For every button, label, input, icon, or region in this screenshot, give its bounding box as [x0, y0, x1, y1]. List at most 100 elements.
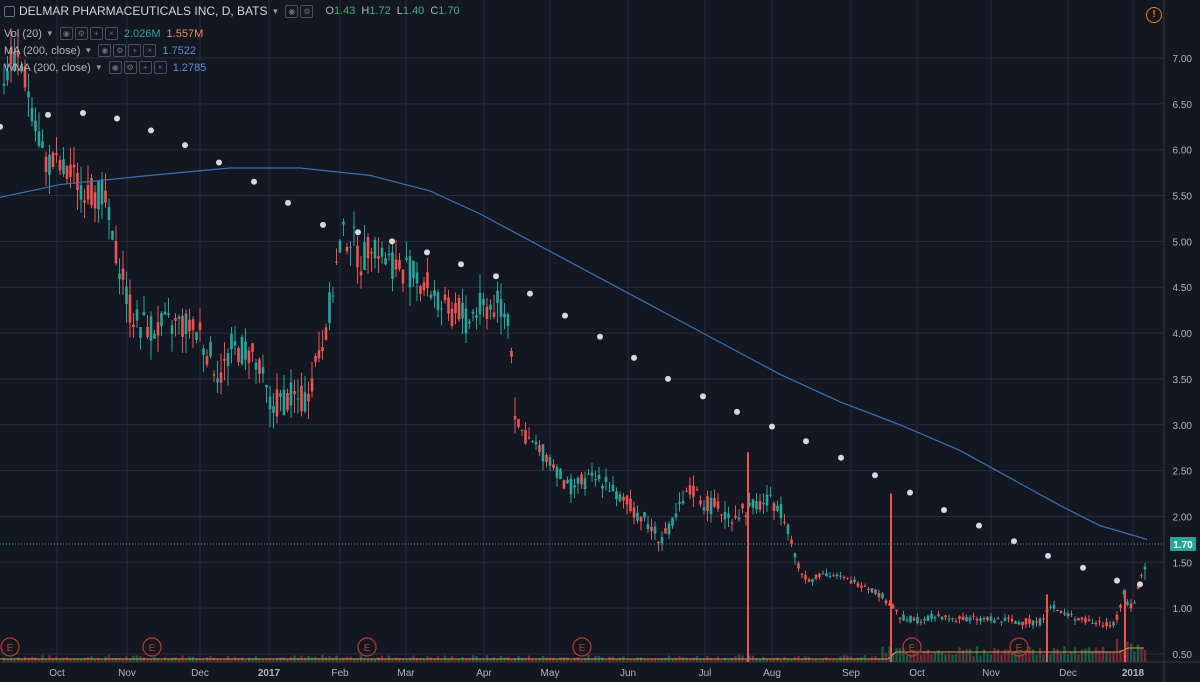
volume-bar	[916, 653, 919, 662]
vol-label[interactable]: Vol (20)	[4, 27, 42, 40]
volume-bar	[1052, 647, 1056, 662]
collapse-icon[interactable]	[4, 5, 15, 17]
candle-body	[657, 541, 660, 543]
volume-bar	[342, 657, 345, 662]
wma-200-point	[320, 221, 326, 228]
volume-bar	[212, 657, 216, 662]
volume-bar	[1070, 652, 1073, 662]
volume-bar	[1059, 653, 1063, 662]
volume-bar	[79, 658, 83, 662]
candle-body	[125, 286, 128, 305]
wma-legend[interactable]: WMA (200, close) ▼ ◉ ⚙ + × 1.2785	[4, 61, 206, 74]
volume-bar	[762, 657, 765, 662]
volume-bar	[930, 654, 933, 662]
eye-icon[interactable]: ◉	[285, 4, 299, 18]
volume-bar	[398, 657, 401, 662]
volume-bar	[982, 649, 986, 662]
volume-bar	[202, 659, 205, 662]
close-icon[interactable]: ×	[104, 27, 118, 40]
candle-body	[888, 603, 891, 606]
volume-bar	[83, 657, 86, 662]
candle-body	[345, 246, 349, 252]
eye-icon[interactable]: ◉	[59, 27, 73, 40]
candle-body	[765, 494, 769, 506]
candle-body	[783, 522, 786, 524]
candle-body	[842, 576, 846, 578]
settings-icon[interactable]: ⚙	[300, 4, 314, 18]
candle-body	[177, 316, 181, 319]
candle-body	[335, 261, 338, 263]
settings-icon[interactable]: ⚙	[74, 27, 88, 40]
plus-icon[interactable]: +	[128, 44, 142, 57]
volume-bar	[121, 658, 125, 662]
plus-icon[interactable]: +	[89, 27, 103, 40]
chevron-down-icon[interactable]: ▼	[84, 46, 93, 55]
price-tick-label: 7.00	[1173, 54, 1193, 65]
candle-body	[398, 260, 401, 269]
candle-body	[506, 314, 510, 326]
price-tick-label: 2.50	[1173, 467, 1193, 478]
candle-body	[48, 154, 51, 175]
chevron-down-icon[interactable]: ▼	[45, 29, 54, 38]
price-axis[interactable]: 7.00 6.50 6.00 5.50 5.00 4.50 4.00 3.50 3.00 2.50…	[1170, 54, 1196, 661]
volume-bar	[496, 659, 499, 662]
candle-body	[454, 302, 457, 314]
candle-body	[678, 501, 681, 504]
volume-bar	[338, 659, 342, 662]
volume-bar	[958, 647, 961, 662]
plus-icon[interactable]: +	[138, 61, 152, 74]
close-icon[interactable]: ×	[153, 61, 167, 74]
candle-body	[478, 292, 482, 315]
symbol-title[interactable]: DELMAR PHARMACEUTICALS INC, D, BATS	[19, 4, 268, 18]
candle-body	[1073, 618, 1077, 621]
candle-body	[51, 152, 55, 168]
volume-bar	[219, 659, 223, 662]
warning-icon[interactable]: !	[1146, 7, 1162, 23]
candle-body	[1133, 602, 1136, 604]
settings-icon[interactable]: ⚙	[123, 61, 137, 74]
candle-body	[440, 308, 443, 310]
ma-legend[interactable]: MA (200, close) ▼ ◉ ⚙ + × 1.7522	[4, 44, 196, 57]
candle-body	[380, 247, 384, 257]
volume-bar	[555, 658, 559, 662]
volume-bar	[639, 657, 643, 662]
volume-legend[interactable]: Vol (20) ▼ ◉ ⚙ + × 2.026M 1.557M	[4, 27, 203, 40]
candle-body	[1136, 586, 1140, 589]
chevron-down-icon[interactable]: ▼	[94, 63, 103, 72]
close-icon[interactable]: ×	[143, 44, 157, 57]
candle-body	[573, 485, 576, 488]
candle-body	[674, 513, 678, 518]
volume-bar	[573, 657, 576, 662]
candle-body	[902, 614, 905, 621]
candle-body	[937, 614, 940, 616]
volume-bar	[170, 657, 174, 662]
wma-200-point	[45, 111, 51, 118]
eye-icon[interactable]: ◉	[108, 61, 122, 74]
candle-body	[874, 589, 877, 594]
settings-icon[interactable]: ⚙	[113, 44, 127, 57]
volume-bar	[97, 657, 100, 662]
wma-200-point	[1011, 538, 1017, 545]
candle-body	[223, 358, 226, 361]
candle-body	[839, 575, 842, 577]
wma-label[interactable]: WMA (200, close)	[4, 61, 91, 74]
time-tick-label: Apr	[476, 668, 492, 679]
eye-icon[interactable]: ◉	[98, 44, 112, 57]
candle-body	[30, 108, 34, 122]
wma-200-point	[493, 273, 499, 280]
earnings-event-marker	[0, 637, 20, 657]
chevron-down-icon[interactable]: ▼	[271, 6, 280, 16]
candle-body	[202, 348, 205, 356]
volume-bar	[1066, 654, 1070, 662]
candle-body	[881, 593, 884, 599]
candle-body	[422, 282, 426, 291]
time-tick-label: Jul	[699, 668, 712, 679]
open-value: 1.43	[333, 5, 356, 17]
wma-200-point	[389, 238, 395, 245]
volume-bar	[2, 657, 6, 662]
ma-label[interactable]: MA (200, close)	[4, 44, 81, 57]
time-axis[interactable]: Oct Nov Dec 2017 Feb Mar Apr May Jun Jul Aug Sep Oct…	[49, 668, 1144, 679]
volume-bar	[177, 659, 181, 662]
